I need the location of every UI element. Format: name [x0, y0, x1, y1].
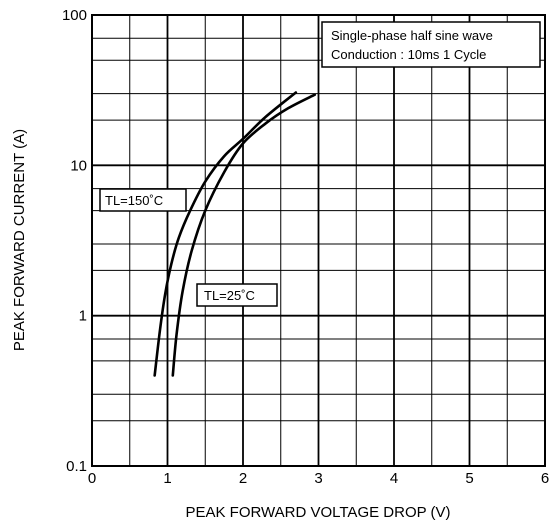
series-annotation-150c: TL=150˚C — [99, 188, 187, 212]
conditions-line-1: Single-phase half sine wave — [331, 28, 493, 43]
series-annotation-25c: TL=25˚C — [196, 283, 278, 307]
x-tick-label: 2 — [239, 470, 247, 487]
conditions-line-2: Conduction : 10ms 1 Cycle — [331, 47, 486, 62]
y-tick-label: 10 — [70, 157, 87, 174]
x-tick-labels: 0 1 2 3 4 5 6 — [88, 470, 549, 487]
y-axis-title: PEAK FORWARD CURRENT (A) — [11, 129, 28, 351]
annotation-150c-frame — [99, 188, 187, 212]
series-line-tl-25c — [171, 93, 317, 377]
y-tick-label: 1 — [79, 308, 87, 325]
annotation-25c-frame — [196, 283, 278, 307]
x-tick-label: 1 — [163, 470, 171, 487]
x-tick-label: 3 — [314, 470, 322, 487]
annotation-150c-label: TL=150˚C — [105, 193, 163, 208]
x-tick-label: 6 — [541, 470, 549, 487]
x-axis-title: PEAK FORWARD VOLTAGE DROP (V) — [185, 504, 450, 521]
annotation-25c-label: TL=25˚C — [204, 288, 255, 303]
x-tick-label: 0 — [88, 470, 96, 487]
conditions-box: Single-phase half sine wave Conduction :… — [321, 21, 541, 68]
series-line-tl-150c — [153, 91, 298, 377]
plot-frame — [91, 14, 546, 467]
y-tick-label: 0.1 — [66, 458, 87, 475]
x-tick-label: 5 — [465, 470, 473, 487]
y-tick-label: 100 — [62, 7, 87, 24]
y-tick-labels: 0.1 1 10 100 — [62, 7, 87, 475]
x-tick-label: 4 — [390, 470, 398, 487]
major-grid — [92, 15, 545, 466]
conditions-box-frame — [321, 21, 541, 68]
series-layer — [153, 91, 317, 377]
